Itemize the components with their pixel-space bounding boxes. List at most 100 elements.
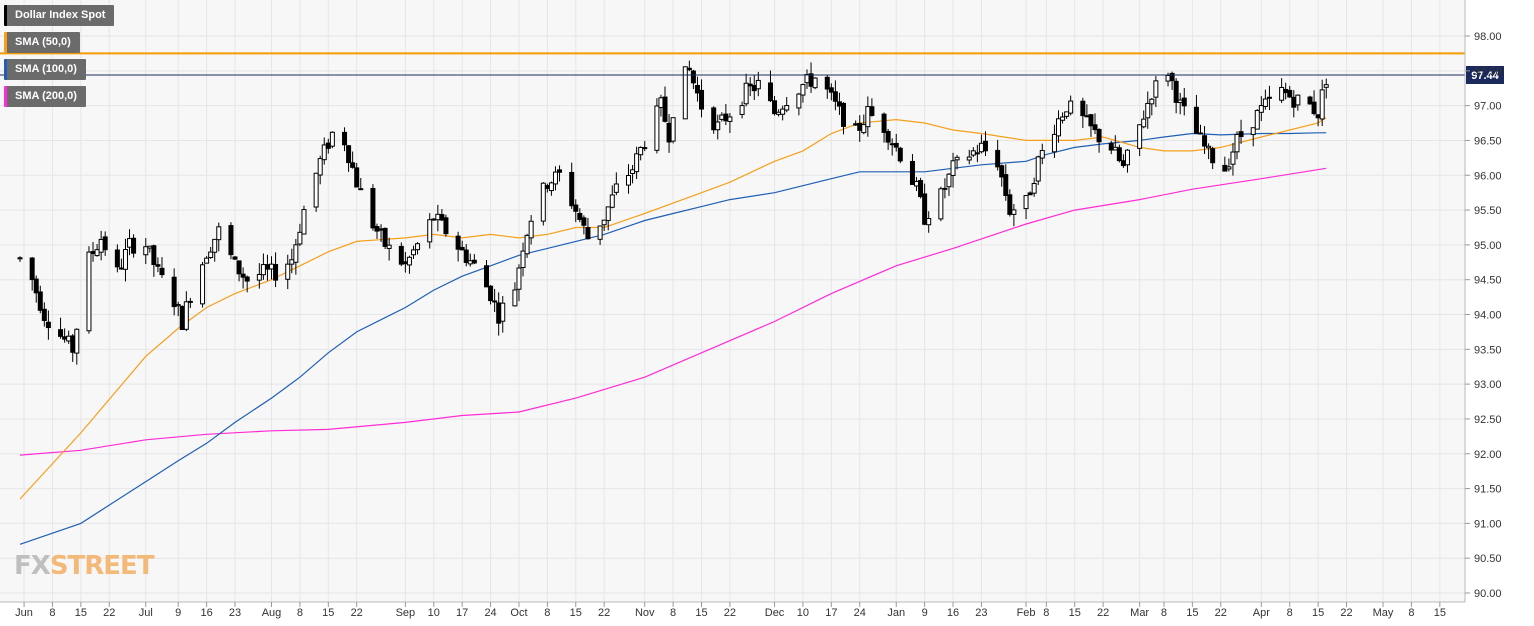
- x-tick-label: 15: [1312, 607, 1324, 619]
- candle-body: [885, 130, 891, 143]
- candle-body: [613, 183, 619, 193]
- candle-body: [143, 246, 149, 256]
- candle-body: [694, 84, 700, 94]
- candle-body: [609, 194, 615, 208]
- candle-body: [325, 142, 331, 149]
- candle-body: [151, 245, 157, 265]
- last-price-badge: [1466, 65, 1504, 84]
- candle-body: [398, 245, 404, 265]
- sma100-line: [19, 132, 1327, 545]
- y-tick-label: 92.00: [1474, 449, 1502, 461]
- candle-body: [638, 146, 644, 156]
- x-tick-label: Jan: [887, 607, 905, 619]
- x-tick-label: Nov: [635, 607, 655, 619]
- candle-body: [1060, 116, 1066, 121]
- candle-body: [634, 153, 640, 173]
- legend-sma200-label: SMA (200,0): [15, 90, 77, 102]
- x-tick-label: Jul: [139, 607, 153, 619]
- candle-body: [739, 105, 745, 115]
- candle-body: [625, 174, 631, 186]
- candle-body: [463, 249, 469, 263]
- x-tick-label: Oct: [510, 607, 527, 619]
- candle-body: [1226, 166, 1232, 170]
- last-price-label: 97.44: [1471, 70, 1499, 82]
- candle-body: [569, 171, 575, 207]
- candle-body: [1279, 86, 1285, 101]
- candle-body: [540, 182, 546, 222]
- candle-body: [256, 273, 262, 281]
- candle-body: [520, 250, 526, 268]
- candle-body: [552, 171, 558, 185]
- x-tick-label: Aug: [262, 607, 282, 619]
- candle-body: [686, 67, 692, 71]
- y-tick-label: 95.00: [1474, 240, 1502, 252]
- x-tick-label: 24: [854, 607, 866, 619]
- candle-body: [1112, 146, 1118, 151]
- x-tick-label: 22: [351, 607, 363, 619]
- candle-body: [488, 285, 494, 302]
- candle-body: [269, 263, 275, 270]
- x-tick-label: 23: [229, 607, 241, 619]
- x-tick-label: 22: [1215, 607, 1227, 619]
- x-tick-label: 15: [1186, 607, 1198, 619]
- sma-lines: [19, 117, 1327, 545]
- candles: [17, 60, 1329, 365]
- x-tick-label: 22: [103, 607, 115, 619]
- candle-body: [159, 267, 165, 276]
- candle-body: [926, 218, 932, 226]
- candle-body: [1141, 118, 1147, 128]
- x-tick-label: Feb: [1017, 607, 1036, 619]
- candle-body: [796, 93, 802, 109]
- candle-body: [1068, 100, 1074, 114]
- sma50-line: [19, 117, 1327, 500]
- candle-body: [1222, 164, 1228, 172]
- candle-body: [208, 251, 214, 258]
- x-tick-label: 15: [570, 607, 582, 619]
- candle-body: [155, 264, 161, 267]
- candle-body: [1307, 96, 1313, 105]
- legend-sma50: SMA (50,0): [4, 32, 80, 53]
- candle-body: [127, 238, 133, 248]
- candle-body: [1295, 94, 1301, 106]
- candle-body: [435, 213, 441, 221]
- y-tick-label: 90.00: [1474, 588, 1502, 600]
- candle-body: [386, 244, 392, 249]
- candle-body: [212, 238, 218, 253]
- candle-body: [597, 225, 603, 240]
- candle-body: [690, 70, 696, 84]
- candle-body: [630, 169, 636, 174]
- candle-body: [784, 105, 790, 111]
- candle-body: [1193, 106, 1199, 134]
- x-axis: Jun 8 15 22 Jul 9 16 23 Aug 8 15 22 Sep 10 17 24 Oct 8 15 2…: [0, 601, 1465, 619]
- legend-main: Dollar Index Spot: [4, 5, 115, 26]
- candle-body: [147, 245, 153, 249]
- candle-body: [1108, 142, 1114, 151]
- candle-body: [1092, 124, 1098, 131]
- candle-body: [317, 158, 323, 176]
- candle-body: [755, 79, 761, 90]
- candle-body: [1206, 145, 1212, 149]
- candle-body: [293, 244, 299, 263]
- candle-body: [358, 188, 364, 191]
- candle-body: [187, 300, 193, 303]
- x-tick-label: 8: [1161, 607, 1167, 619]
- candle-body: [711, 107, 717, 131]
- candle-body: [581, 217, 587, 226]
- x-tick-label: 9: [922, 607, 928, 619]
- y-axis: 98.00 97.50 97.00 96.50 96.00 95.50 95.00 94.50…: [1464, 0, 1502, 602]
- legend-main-label: Dollar Index Spot: [15, 9, 106, 21]
- candle-body: [33, 278, 39, 294]
- candle-body: [999, 165, 1005, 178]
- candle-body: [828, 87, 834, 93]
- candle-body: [41, 308, 47, 321]
- candle-body: [719, 114, 725, 120]
- legend-sma100-label: SMA (100,0): [15, 63, 77, 75]
- candle-body: [857, 122, 863, 131]
- candle-body: [342, 131, 348, 146]
- candle-body: [1291, 96, 1297, 108]
- candle-body: [1007, 194, 1013, 215]
- candle-body: [524, 234, 530, 255]
- candle-body: [585, 226, 591, 240]
- candle-body: [228, 225, 234, 256]
